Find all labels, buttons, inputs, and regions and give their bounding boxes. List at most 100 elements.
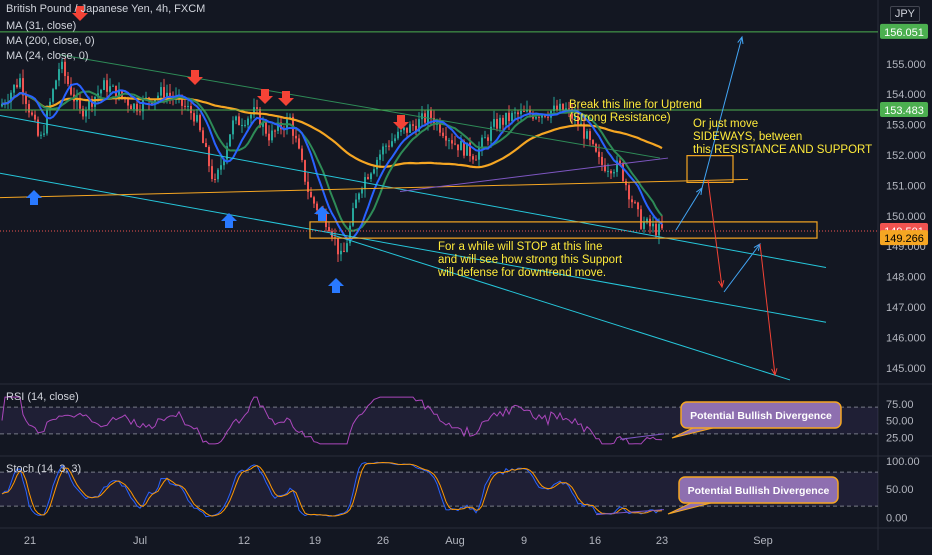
callout-tail <box>667 502 712 515</box>
rsi-divergence-line <box>619 433 665 440</box>
candle-body <box>496 119 498 129</box>
price-tick: 151.000 <box>886 180 926 192</box>
candle <box>271 124 273 143</box>
candle-body <box>184 105 186 107</box>
annotation-support: For a while will STOP at this line and wi… <box>437 241 623 279</box>
candle-body <box>643 222 645 229</box>
sideways-box <box>686 155 734 183</box>
callout-text: Potential Bullish Divergence <box>688 485 830 497</box>
candle-body <box>205 143 207 147</box>
candle-body <box>199 115 201 131</box>
candle <box>235 115 237 125</box>
candle-body <box>40 134 42 136</box>
candle-body <box>94 96 96 107</box>
candle <box>487 134 489 146</box>
candle-body <box>223 159 225 166</box>
candle-body <box>220 165 222 170</box>
candle <box>256 99 258 113</box>
candle-body <box>136 103 138 112</box>
candle-body <box>43 133 45 135</box>
stoch-legend: Stoch (14, 3, 3) <box>6 463 81 475</box>
rsi-legend: RSI (14, close) <box>6 391 79 403</box>
ma-31-legend[interactable]: MA (31, close) <box>6 20 77 32</box>
candle-body <box>46 109 48 134</box>
candle <box>457 144 459 158</box>
sell-arrow-icon <box>72 6 88 21</box>
candle-body <box>379 154 381 160</box>
candle-body <box>166 92 168 98</box>
candle <box>583 117 585 148</box>
candle <box>526 100 528 113</box>
candle-body <box>544 114 546 117</box>
time-tick: 19 <box>309 535 321 547</box>
candle-body <box>427 110 429 123</box>
candle-body <box>373 169 375 174</box>
candle-body <box>577 115 579 125</box>
callout-box <box>678 476 839 504</box>
candle <box>451 133 453 150</box>
candle-body <box>226 146 228 160</box>
price-tick: 145.000 <box>886 363 926 375</box>
candle-body <box>637 202 639 210</box>
candle-body <box>193 113 195 122</box>
candle-body <box>658 224 660 236</box>
candle-body <box>601 156 603 165</box>
candle-body <box>250 114 252 119</box>
candle-body <box>181 95 183 106</box>
candle <box>133 103 135 113</box>
candle-body <box>415 125 417 132</box>
candle <box>64 57 66 84</box>
candle <box>43 125 45 137</box>
price-tick: 148.000 <box>886 272 926 284</box>
candle-body <box>295 135 297 139</box>
candle-body <box>229 134 231 147</box>
candle-body <box>160 87 162 96</box>
candle <box>220 157 222 175</box>
candle <box>187 98 189 112</box>
time-tick: Aug <box>445 535 465 547</box>
candle-body <box>604 164 606 172</box>
candle <box>478 141 480 167</box>
stoch-tick: 0.00 <box>886 513 907 525</box>
candle <box>394 134 396 144</box>
candle <box>253 98 255 119</box>
candle <box>628 183 630 208</box>
candle <box>373 166 375 175</box>
candle <box>355 193 357 209</box>
candle <box>58 62 60 87</box>
candle <box>403 126 405 134</box>
candle <box>268 125 270 146</box>
candle-body <box>67 76 69 85</box>
candle-body <box>106 80 108 92</box>
rsi-line <box>1 396 663 445</box>
candle-body <box>256 107 258 109</box>
candle <box>214 173 216 183</box>
candle-body <box>595 143 597 152</box>
ma-200-legend[interactable]: MA (200, close, 0) <box>6 35 95 47</box>
candle-body <box>520 110 522 115</box>
candle <box>13 84 15 98</box>
ma-24-legend[interactable]: MA (24, close, 0) <box>6 50 89 62</box>
candle-body <box>352 208 354 226</box>
candle-body <box>139 111 141 113</box>
candle <box>346 237 348 253</box>
candle-body <box>187 106 189 108</box>
candle <box>634 200 636 204</box>
candle <box>274 129 276 138</box>
candle-body <box>508 112 510 122</box>
candle-body <box>361 188 363 194</box>
candle-body <box>631 199 633 203</box>
candle-body <box>268 133 270 141</box>
candle <box>646 217 648 225</box>
price-tick: 146.000 <box>886 332 926 344</box>
channel-lower-line <box>329 233 791 381</box>
support-trend-line <box>0 178 749 199</box>
forecast-down-2 <box>759 243 776 376</box>
currency-label[interactable]: JPY <box>889 6 920 22</box>
candle <box>652 216 654 233</box>
candle <box>631 195 633 209</box>
candle-body <box>247 118 249 125</box>
candle-body <box>340 250 342 255</box>
